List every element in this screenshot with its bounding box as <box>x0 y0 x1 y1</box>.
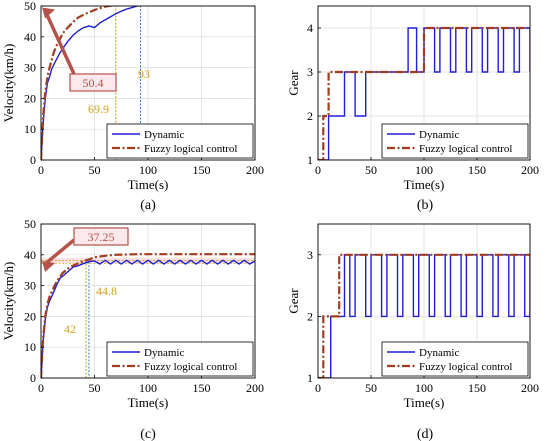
legend-box <box>106 341 254 377</box>
series-fuzzy-line <box>41 253 255 378</box>
plot-area <box>318 253 530 378</box>
series-dynamic-line <box>318 27 530 160</box>
panel-a: 50.4 69.9 93 0 50 100 150 200 0 10 20 30 40 50 Time(s)… <box>1 0 264 213</box>
series-fuzzy-line <box>318 26 530 160</box>
y-tick-label: 0 <box>30 153 36 167</box>
value-box <box>73 227 129 246</box>
y-axis-label: Gear <box>286 288 301 314</box>
legend: Dynamic Fuzzy logical control <box>106 123 254 159</box>
legend-label: Dynamic <box>144 347 184 359</box>
series-dynamic-line <box>41 259 255 378</box>
legend: Dynamic Fuzzy logical control <box>106 341 254 377</box>
guide-label: 93 <box>138 67 150 81</box>
x-axis-label: Time(s) <box>128 395 169 410</box>
panel-label: (a) <box>140 198 156 213</box>
panel-b: 0 50 100 150 200 1 2 3 4 Time(s) Gear (b) Dynamic Fuz… <box>286 5 539 213</box>
panel-c: 37.25 42 44.8 0 50 100 150 200 0 10 20 30 40 50 Time(s… <box>1 217 264 441</box>
x-tick-label: 100 <box>139 163 157 177</box>
callout-arrow <box>43 9 76 75</box>
guide-label: 69.9 <box>88 102 109 116</box>
x-tick-label: 200 <box>246 381 264 395</box>
x-tick-label: 200 <box>246 163 264 177</box>
y-tick-label: 0 <box>30 371 36 385</box>
legend-label: Fuzzy logical control <box>419 361 512 373</box>
y-tick-label: 50 <box>24 0 36 13</box>
y-tick-label: 40 <box>24 30 36 44</box>
callout-arrow <box>43 238 76 266</box>
y-tick-label: 2 <box>307 309 313 323</box>
y-tick-label: 4 <box>307 21 313 35</box>
panel-label: (d) <box>417 427 434 441</box>
x-tick-label: 50 <box>365 381 377 395</box>
plot-area <box>41 253 255 378</box>
highlight-band <box>41 0 255 5</box>
x-tick-label: 150 <box>468 381 486 395</box>
x-tick-label: 200 <box>521 163 539 177</box>
y-axis-label: Gear <box>286 70 301 96</box>
guide-label: 44.8 <box>96 284 117 298</box>
value-box <box>69 73 117 92</box>
legend-label: Dynamic <box>419 347 459 359</box>
panel-label: (c) <box>140 427 156 441</box>
panel-d: 0 50 100 150 200 1 2 3 Time(s) Gear (d) Dynamic Fuzz… <box>286 223 539 441</box>
panel-label: (b) <box>417 198 434 213</box>
x-tick-label: 100 <box>139 381 157 395</box>
y-tick-label: 1 <box>307 371 313 385</box>
x-tick-label: 0 <box>38 163 44 177</box>
x-tick-label: 150 <box>193 163 211 177</box>
legend-box <box>381 123 529 159</box>
x-tick-label: 50 <box>365 163 377 177</box>
legend: Dynamic Fuzzy logical control <box>381 341 529 377</box>
y-tick-label: 30 <box>24 279 36 293</box>
y-tick-label: 20 <box>24 309 36 323</box>
legend-box <box>381 341 529 377</box>
legend-label: Dynamic <box>419 129 459 141</box>
value-box-label: 37.25 <box>88 230 115 244</box>
y-tick-label: 1 <box>307 153 313 167</box>
legend: Dynamic Fuzzy logical control <box>381 123 529 159</box>
y-tick-label: 3 <box>307 65 313 79</box>
legend-label: Dynamic <box>144 129 184 141</box>
guide-label: 42 <box>64 322 76 336</box>
x-tick-label: 150 <box>468 163 486 177</box>
legend-box <box>106 123 254 159</box>
x-tick-label: 150 <box>193 381 211 395</box>
y-tick-label: 30 <box>24 61 36 75</box>
y-tick-label: 40 <box>24 248 36 262</box>
y-tick-label: 50 <box>24 217 36 231</box>
x-tick-label: 100 <box>415 381 433 395</box>
x-axis-label: Time(s) <box>128 177 169 192</box>
series-fuzzy-line <box>318 253 530 378</box>
x-tick-label: 0 <box>315 163 321 177</box>
x-tick-label: 50 <box>89 381 101 395</box>
x-tick-label: 0 <box>315 381 321 395</box>
x-tick-label: 50 <box>89 163 101 177</box>
y-tick-label: 10 <box>24 122 36 136</box>
callout-arrowhead <box>42 7 56 19</box>
legend-label: Fuzzy logical control <box>144 361 237 373</box>
x-axis-label: Time(s) <box>404 395 445 410</box>
y-tick-label: 2 <box>307 109 313 123</box>
x-tick-label: 100 <box>415 163 433 177</box>
y-tick-label: 20 <box>24 91 36 105</box>
legend-label: Fuzzy logical control <box>419 143 512 155</box>
y-axis-label: Velocity(km/h) <box>1 262 16 341</box>
callout-arrowhead <box>42 260 56 272</box>
x-tick-label: 0 <box>38 381 44 395</box>
series-dynamic-line <box>41 6 142 160</box>
x-axis-label: Time(s) <box>404 177 445 192</box>
y-axis-label: Velocity(km/h) <box>1 44 16 123</box>
legend-label: Fuzzy logical control <box>144 143 237 155</box>
plot-area <box>318 26 530 160</box>
y-tick-label: 3 <box>307 248 313 262</box>
x-tick-label: 200 <box>521 381 539 395</box>
value-box-label: 50.4 <box>83 76 104 90</box>
y-tick-label: 10 <box>24 340 36 354</box>
